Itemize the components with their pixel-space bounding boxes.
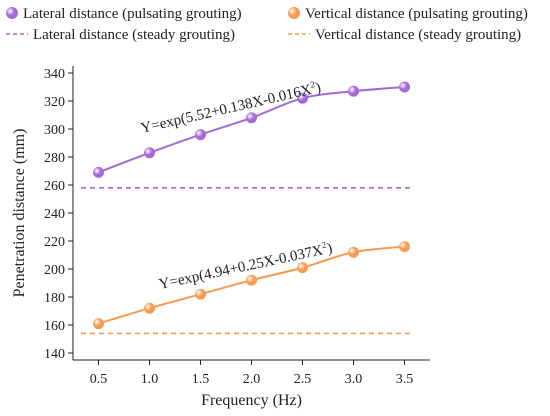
x-tick-label: 3.5: [396, 372, 414, 387]
legend-swatch: [288, 7, 300, 19]
vertical-point: [246, 274, 257, 286]
y-tick-label: 140: [44, 347, 65, 362]
x-tick-label: 1.0: [141, 372, 159, 387]
vertical-point: [297, 262, 308, 274]
legend-label: Vertical distance (pulsating grouting): [305, 6, 528, 22]
vertical-point: [93, 318, 104, 330]
legend-item-vertical-pulsating: Vertical distance (pulsating grouting): [288, 6, 528, 22]
equation-exponent: 2: [309, 79, 316, 90]
x-tick-label: 2.5: [294, 372, 312, 387]
equation-base: Y=exp(5.52+0.138X-0.016X: [139, 82, 313, 137]
equation-close: ): [314, 80, 322, 97]
lateral-point: [348, 85, 359, 97]
y-tick-label: 340: [44, 67, 65, 82]
y-tick-label: 160: [44, 319, 65, 334]
lateral-point: [195, 129, 206, 141]
y-tick-label: 300: [44, 123, 65, 138]
legend-item-vertical-steady: Vertical distance (steady grouting): [288, 27, 521, 43]
legend-label: Vertical distance (steady grouting): [315, 27, 521, 43]
y-tick-label: 320: [44, 95, 65, 110]
y-tick-label: 180: [44, 291, 65, 306]
vertical-point: [144, 302, 155, 314]
legend-item-lateral-steady: Lateral distance (steady grouting): [6, 27, 235, 43]
vertical-point: [195, 288, 206, 300]
x-tick-label: 1.5: [192, 372, 210, 387]
lateral-equation: Y=exp(5.52+0.138X-0.016X2): [139, 78, 323, 137]
y-tick-label: 240: [44, 207, 65, 222]
vertical-point: [399, 241, 410, 253]
plot-area: 140 160 180 200 220 240 260 280 300 320 340 0.5 1.0 1…: [11, 66, 430, 409]
y-tick-label: 260: [44, 179, 65, 194]
x-tick-label: 0.5: [90, 372, 108, 387]
y-tick-label: 280: [44, 151, 65, 166]
y-tick-label: 200: [44, 263, 65, 278]
legend: Lateral distance (pulsating grouting) Ver…: [6, 6, 528, 43]
x-axis-title: Frequency (Hz): [201, 392, 302, 409]
lateral-point: [144, 147, 155, 159]
y-tick-label: 220: [44, 235, 65, 250]
y-axis-title: Penetration distance (mm): [11, 129, 28, 298]
legend-label: Lateral distance (pulsating grouting): [23, 6, 242, 22]
vertical-point: [348, 246, 359, 258]
legend-label: Lateral distance (steady grouting): [33, 27, 235, 43]
equation-close: ): [326, 240, 334, 257]
x-tick-label: 3.0: [345, 372, 363, 387]
x-tick-label: 2.0: [243, 372, 261, 387]
lateral-point: [93, 166, 104, 178]
lateral-point: [246, 112, 257, 124]
equation-exponent: 2: [321, 240, 327, 251]
lateral-point: [297, 92, 308, 104]
legend-item-lateral-pulsating: Lateral distance (pulsating grouting): [6, 6, 242, 22]
lateral-point: [399, 81, 410, 93]
legend-swatch: [6, 7, 18, 19]
